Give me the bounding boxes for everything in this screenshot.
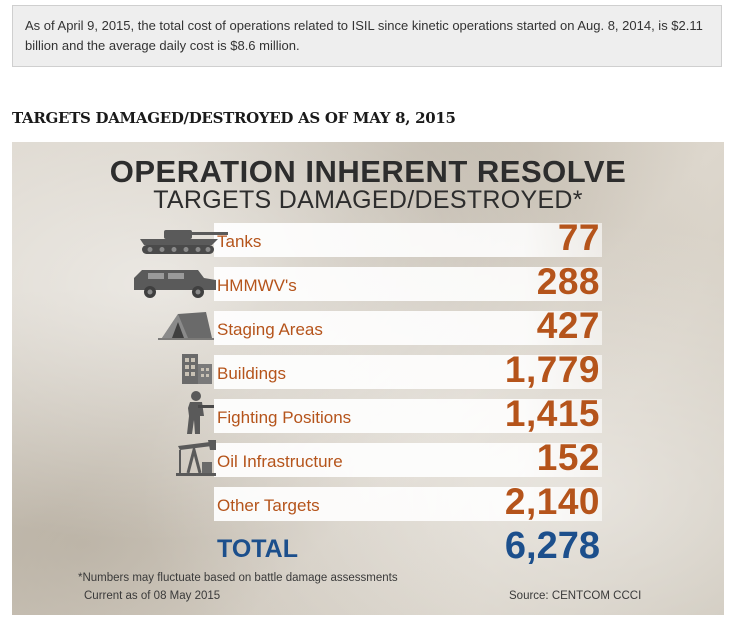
row-label: HMMWV's [217, 276, 297, 295]
row-band [214, 443, 602, 477]
row-label: Other Targets [217, 496, 320, 515]
infographic: OPERATION INHERENT RESOLVE TARGETS DAMAG… [12, 142, 724, 615]
humvee-icon [134, 270, 216, 298]
row-value: 2,140 [504, 481, 600, 522]
total-label: TOTAL [217, 535, 299, 563]
footnote: *Numbers may fluctuate based on battle d… [78, 572, 398, 584]
row-value: 1,415 [504, 393, 600, 434]
infographic-subtitle: TARGETS DAMAGED/DESTROYED* [153, 186, 583, 214]
row-value: 1,779 [504, 349, 600, 390]
cost-notice-box: As of April 9, 2015, the total cost of o… [12, 5, 722, 67]
building-icon [182, 354, 212, 384]
section-title: TARGETS DAMAGED/DESTROYED AS OF MAY 8, 2… [12, 109, 456, 127]
row-band [214, 399, 602, 433]
row-label: Buildings [217, 364, 286, 383]
current-as-of: Current as of 08 May 2015 [84, 590, 221, 602]
row-band [214, 487, 602, 521]
row-band [214, 267, 602, 301]
cost-notice-text: As of April 9, 2015, the total cost of o… [25, 18, 703, 53]
oil-pump-icon [176, 440, 216, 476]
tank-icon [140, 230, 228, 254]
source-credit: Source: CENTCOM CCCI [509, 590, 642, 602]
row-value: 427 [536, 305, 600, 346]
row-label: Staging Areas [217, 320, 323, 339]
row-band [214, 355, 602, 389]
row-value: 77 [557, 217, 600, 258]
row-label: Fighting Positions [217, 408, 352, 427]
infographic-title: OPERATION INHERENT RESOLVE [109, 154, 627, 189]
row-band [214, 311, 602, 345]
tent-icon [158, 312, 214, 340]
row-band [214, 223, 602, 257]
row-value: 288 [536, 261, 600, 302]
row-label: Oil Infrastructure [217, 452, 343, 471]
row-label: Tanks [217, 232, 262, 251]
total-value: 6,278 [504, 525, 600, 567]
soldier-icon [187, 391, 214, 434]
row-value: 152 [536, 437, 600, 478]
